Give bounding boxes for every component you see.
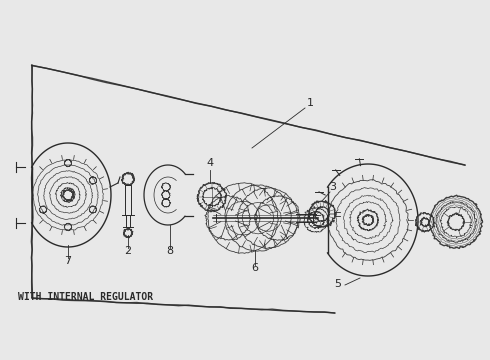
Text: 3: 3 [329, 182, 337, 192]
Text: 5: 5 [335, 279, 342, 289]
Text: 4: 4 [206, 158, 214, 168]
Text: 2: 2 [124, 246, 131, 256]
Text: 7: 7 [65, 256, 72, 266]
Text: 1: 1 [307, 98, 314, 108]
Text: 8: 8 [167, 246, 173, 256]
Text: WITH INTERNAL REGULATOR: WITH INTERNAL REGULATOR [18, 292, 153, 302]
Text: 6: 6 [251, 263, 259, 273]
